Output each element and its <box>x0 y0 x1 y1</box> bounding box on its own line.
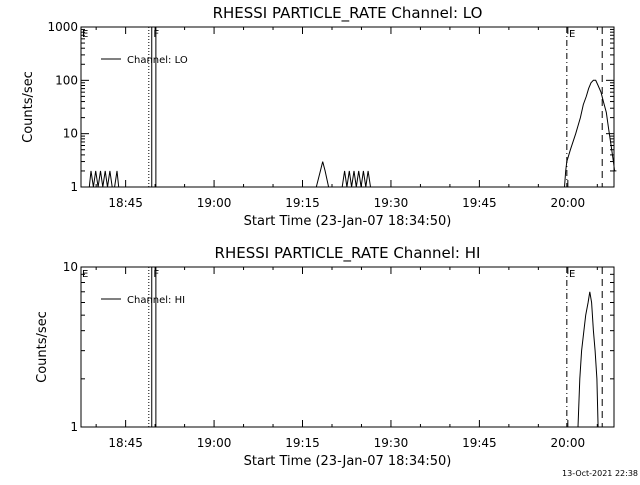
event-marker-label: E <box>569 269 575 280</box>
legend-label: Channel: LO <box>127 55 188 66</box>
plot-frame <box>80 26 615 188</box>
x-tick-label: 19:45 <box>462 196 497 210</box>
x-axis-label: Start Time (23-Jan-07 18:34:50) <box>244 454 452 469</box>
x-tick-label: 18:45 <box>108 436 143 450</box>
x-tick-label: 19:30 <box>374 436 409 450</box>
chart-title: RHESSI PARTICLE_RATE Channel: LO <box>213 4 483 23</box>
y-tick-label: 10 <box>63 260 78 274</box>
x-tick-label: 20:00 <box>551 436 586 450</box>
x-axis-label: Start Time (23-Jan-07 18:34:50) <box>244 214 452 229</box>
event-marker-label: E <box>82 29 88 40</box>
x-tick-label: 19:15 <box>285 196 320 210</box>
x-tick-label: 19:00 <box>197 436 232 450</box>
y-tick-label: 10 <box>63 127 78 141</box>
series-line <box>88 79 617 188</box>
series-line <box>577 291 599 428</box>
x-tick-label: 19:00 <box>197 196 232 210</box>
x-tick-label: 20:00 <box>551 196 586 210</box>
y-tick-label: 1 <box>70 180 78 194</box>
x-tick-label: 19:30 <box>374 196 409 210</box>
event-marker-label: F <box>153 269 159 280</box>
y-axis-label: Counts/sec <box>35 311 50 383</box>
x-tick-label: 19:45 <box>462 436 497 450</box>
y-tick-label: 1000 <box>47 20 78 34</box>
x-tick-label: 19:15 <box>285 436 320 450</box>
panel-lo: RHESSI PARTICLE_RATE Channel: LO Start Ti… <box>21 4 617 229</box>
y-tick-label: 100 <box>55 73 78 87</box>
y-tick-label: 1 <box>70 420 78 434</box>
legend-label: Channel: HI <box>127 295 185 306</box>
chart-title: RHESSI PARTICLE_RATE Channel: HI <box>215 244 481 263</box>
panel-hi: RHESSI PARTICLE_RATE Channel: HI Start Ti… <box>35 244 615 469</box>
x-tick-label: 18:45 <box>108 196 143 210</box>
event-marker-label: E <box>82 269 88 280</box>
event-marker-label: F <box>153 29 159 40</box>
event-marker-label: E <box>569 29 575 40</box>
footer-timestamp: 13-Oct-2021 22:38 <box>562 469 638 478</box>
plot-frame <box>80 266 615 428</box>
y-axis-label: Counts/sec <box>21 71 36 143</box>
